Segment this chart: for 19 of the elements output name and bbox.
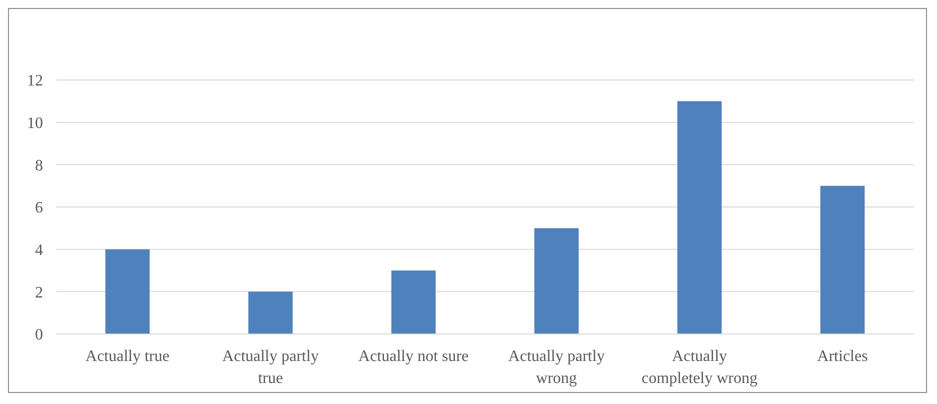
x-tick-label: Actually partly wrong: [508, 348, 605, 387]
y-tick-label: 2: [35, 284, 43, 302]
y-tick-label: 6: [35, 200, 43, 217]
y-tick-label: 0: [35, 326, 43, 344]
y-tick-label: 12: [27, 72, 43, 90]
y-tick-label: 4: [35, 242, 43, 259]
bar: [677, 101, 722, 334]
y-tick-label: 8: [35, 157, 43, 174]
x-tick-label: Articles: [817, 348, 868, 365]
x-tick-label: Actually completely wrong: [642, 348, 758, 387]
y-tick-label: 10: [27, 114, 43, 132]
bar: [105, 249, 150, 334]
bar: [391, 270, 436, 334]
x-tick-label: Actually not sure: [358, 348, 469, 365]
bar: [820, 186, 865, 334]
bar: [248, 292, 293, 334]
x-tick-label: Actually true: [86, 348, 170, 365]
bar: [534, 228, 579, 334]
x-tick-label: Actually partly true: [222, 348, 319, 387]
